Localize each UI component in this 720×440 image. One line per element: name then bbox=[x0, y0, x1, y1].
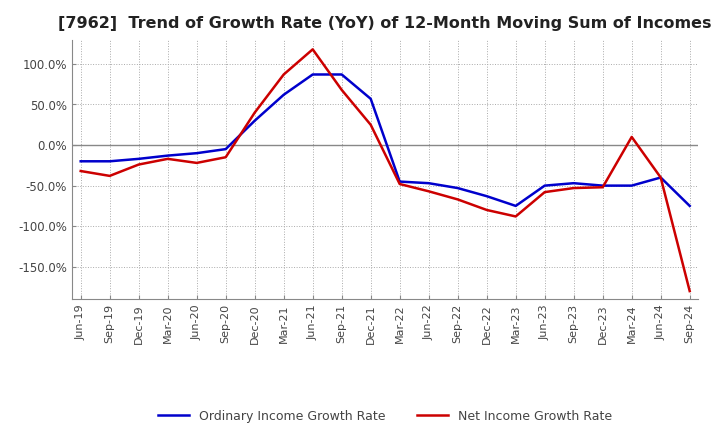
Net Income Growth Rate bbox=[163, 156, 172, 161]
Net Income Growth Rate bbox=[541, 190, 549, 195]
Net Income Growth Rate bbox=[192, 160, 201, 165]
Ordinary Income Growth Rate bbox=[685, 203, 694, 209]
Ordinary Income Growth Rate bbox=[570, 180, 578, 186]
Ordinary Income Growth Rate bbox=[105, 159, 114, 164]
Net Income Growth Rate bbox=[424, 189, 433, 194]
Net Income Growth Rate bbox=[308, 47, 317, 52]
Ordinary Income Growth Rate bbox=[657, 175, 665, 180]
Ordinary Income Growth Rate bbox=[454, 185, 462, 191]
Title: [7962]  Trend of Growth Rate (YoY) of 12-Month Moving Sum of Incomes: [7962] Trend of Growth Rate (YoY) of 12-… bbox=[58, 16, 712, 32]
Net Income Growth Rate bbox=[366, 122, 375, 128]
Ordinary Income Growth Rate bbox=[482, 194, 491, 199]
Ordinary Income Growth Rate bbox=[308, 72, 317, 77]
Net Income Growth Rate bbox=[454, 197, 462, 202]
Net Income Growth Rate bbox=[482, 207, 491, 213]
Ordinary Income Growth Rate bbox=[251, 118, 259, 123]
Ordinary Income Growth Rate bbox=[279, 92, 288, 97]
Ordinary Income Growth Rate bbox=[135, 156, 143, 161]
Net Income Growth Rate bbox=[221, 154, 230, 160]
Net Income Growth Rate bbox=[685, 289, 694, 294]
Net Income Growth Rate bbox=[338, 87, 346, 92]
Net Income Growth Rate bbox=[279, 72, 288, 77]
Ordinary Income Growth Rate bbox=[221, 147, 230, 152]
Net Income Growth Rate bbox=[627, 134, 636, 139]
Ordinary Income Growth Rate bbox=[395, 179, 404, 184]
Net Income Growth Rate bbox=[76, 169, 85, 174]
Line: Net Income Growth Rate: Net Income Growth Rate bbox=[81, 49, 690, 291]
Net Income Growth Rate bbox=[657, 175, 665, 180]
Net Income Growth Rate bbox=[511, 214, 520, 219]
Ordinary Income Growth Rate bbox=[511, 203, 520, 209]
Net Income Growth Rate bbox=[395, 181, 404, 187]
Net Income Growth Rate bbox=[570, 185, 578, 191]
Ordinary Income Growth Rate bbox=[541, 183, 549, 188]
Ordinary Income Growth Rate bbox=[192, 150, 201, 156]
Ordinary Income Growth Rate bbox=[366, 96, 375, 102]
Line: Ordinary Income Growth Rate: Ordinary Income Growth Rate bbox=[81, 74, 690, 206]
Net Income Growth Rate bbox=[135, 162, 143, 167]
Ordinary Income Growth Rate bbox=[76, 159, 85, 164]
Ordinary Income Growth Rate bbox=[627, 183, 636, 188]
Ordinary Income Growth Rate bbox=[424, 180, 433, 186]
Net Income Growth Rate bbox=[105, 173, 114, 179]
Net Income Growth Rate bbox=[251, 110, 259, 115]
Legend: Ordinary Income Growth Rate, Net Income Growth Rate: Ordinary Income Growth Rate, Net Income … bbox=[153, 405, 617, 428]
Net Income Growth Rate bbox=[598, 185, 607, 190]
Ordinary Income Growth Rate bbox=[598, 183, 607, 188]
Ordinary Income Growth Rate bbox=[163, 153, 172, 158]
Ordinary Income Growth Rate bbox=[338, 72, 346, 77]
